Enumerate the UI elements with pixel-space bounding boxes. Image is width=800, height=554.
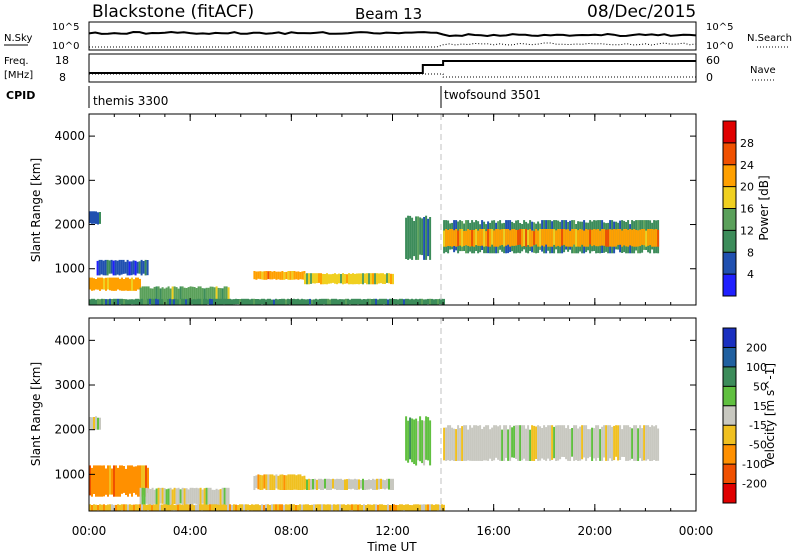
velocity-ytick-label: 4000 [54, 333, 85, 347]
freq-label: Freq. [4, 56, 29, 67]
power-region-6 [405, 215, 432, 260]
nsky-label: N.Sky [4, 33, 32, 44]
cpid-mode-twofsound: twofsound 3501 [444, 88, 541, 102]
velocity-colorbar: 200 100 50 15 -15 -50 -100 -200 Velocity [m s^-… [722, 327, 777, 504]
velocity-colorbar-tick: 200 [746, 341, 767, 354]
velocity-ylabel: Slant Range [km] [29, 362, 43, 466]
cpid-strip: CPID themis 3300 twofsound 3501 [6, 86, 541, 108]
power-ylabel: Slant Range [km] [29, 158, 43, 262]
nsearch-tick-high: 10^5 [706, 22, 733, 33]
power-colorbar-tick: 24 [740, 159, 754, 172]
velocity-region-2 [139, 487, 230, 506]
xtick-label: 08:00 [274, 524, 309, 538]
velocity-region-5 [405, 416, 432, 466]
xtick-label: 20:00 [578, 524, 613, 538]
date-title: 08/Dec/2015 [587, 2, 696, 22]
power-panel: 1000 2000 3000 4000 Slant Range [km] [29, 113, 697, 306]
xtick-label: 16:00 [476, 524, 511, 538]
velocity-colorbar-tick: 15 [753, 400, 767, 413]
velocity-ytick-label: 2000 [54, 423, 85, 437]
power-colorbar-tick: 4 [747, 268, 754, 281]
xtick-label: 04:00 [173, 524, 208, 538]
nave-tick-60: 60 [706, 54, 720, 67]
velocity-colorbar-label: Velocity [m s^-1] [763, 363, 777, 467]
nave-tick-0: 0 [706, 71, 713, 84]
velocity-region-0 [89, 416, 101, 430]
velocity-region-4 [304, 478, 394, 490]
nave-label: Nave [750, 65, 776, 76]
cpid-mode-themis: themis 3300 [93, 94, 168, 108]
xtick-label: 00:00 [72, 524, 107, 538]
velocity-region-7 [89, 504, 445, 511]
xtick-label: 12:00 [375, 524, 410, 538]
xaxis-label: Time UT [366, 540, 417, 554]
velocity-region-6 [443, 425, 660, 461]
power-colorbar-label: Power [dB] [757, 175, 771, 240]
power-region-4 [253, 271, 306, 280]
nsky-tick-high: 10^5 [52, 22, 79, 33]
velocity-colorbar-tick: -50 [749, 439, 767, 452]
power-colorbar-tick: 12 [740, 224, 754, 237]
velocity-region-3 [253, 474, 306, 490]
station-title: Blackstone (fitACF) [92, 2, 254, 22]
power-ytick-label: 2000 [54, 218, 85, 232]
freq-tick-8: 8 [59, 71, 66, 84]
power-colorbar: 4 8 12 16 20 24 28 Power [dB] [722, 120, 771, 297]
nsky-tick-low: 10^0 [52, 41, 79, 52]
velocity-panel: 1000 2000 3000 4000 00:00 04:00 08:00 12:00 16:… [29, 114, 713, 554]
power-colorbar-tick: 20 [740, 181, 754, 194]
power-region-0 [89, 211, 101, 225]
power-colorbar-tick: 8 [747, 246, 754, 259]
power-region-5 [304, 273, 394, 285]
nsearch-tick-low: 10^0 [706, 41, 733, 52]
power-colorbar-tick: 28 [740, 137, 754, 150]
freq-unit: [MHz] [4, 70, 33, 81]
velocity-colorbar-tick: -15 [749, 419, 767, 432]
beam-title: Beam 13 [355, 5, 422, 23]
power-colorbar-tick: 16 [740, 203, 754, 216]
velocity-colorbar-tick: -100 [742, 458, 767, 471]
velocity-colorbar-tick: 100 [746, 361, 767, 374]
velocity-colorbar-tick: -200 [742, 478, 767, 491]
power-region-1 [89, 277, 141, 291]
nsky-strip: N.Sky 10^5 10^0 10^5 10^0 N.Search [4, 21, 792, 52]
power-region-2 [96, 259, 149, 276]
power-ytick-label: 3000 [54, 173, 85, 187]
power-ytick-label: 1000 [54, 262, 85, 276]
freq-tick-18: 18 [55, 54, 69, 67]
power-region-3 [139, 286, 230, 305]
nsearch-label: N.Search [747, 33, 792, 44]
velocity-ytick-label: 1000 [54, 467, 85, 481]
cpid-label: CPID [6, 89, 35, 102]
xtick-label: 00:00 [679, 524, 714, 538]
freq-strip: Freq. [MHz] 18 8 60 0 Nave [4, 53, 776, 84]
power-ytick-label: 4000 [54, 129, 85, 143]
velocity-region-1 [89, 465, 149, 497]
power-region-9 [89, 298, 445, 305]
power-region-8 [443, 229, 660, 247]
velocity-ytick-label: 3000 [54, 378, 85, 392]
velocity-colorbar-tick: 50 [753, 380, 767, 393]
